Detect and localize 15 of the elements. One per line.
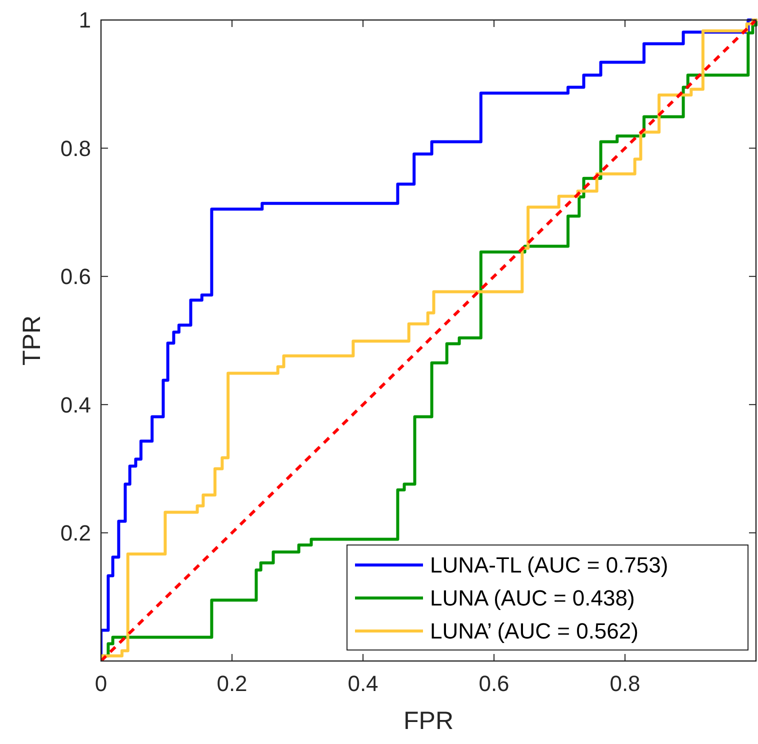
y-axis-title: TPR (18, 316, 46, 366)
x-tick-label: 0.8 (610, 671, 640, 696)
y-tick-label: 0.4 (60, 392, 91, 418)
x-axis-title: FPR (404, 707, 454, 735)
legend-label: LUNA’ (AUC = 0.562) (430, 618, 638, 644)
x-tick-label: 0.2 (216, 671, 248, 696)
legend-label: LUNA (AUC = 0.438) (430, 586, 635, 611)
x-tick-label: 0 (94, 671, 108, 696)
y-tick-label: 0.6 (60, 264, 91, 290)
y-tick-label: 0.8 (60, 136, 91, 161)
x-tick-label: 0.6 (478, 671, 510, 696)
x-tick-label: 0.4 (348, 671, 378, 696)
y-tick-label: 1 (78, 8, 91, 33)
y-tick-label: 0.2 (60, 520, 91, 546)
legend-label: LUNA-TL (AUC = 0.753) (430, 552, 668, 578)
